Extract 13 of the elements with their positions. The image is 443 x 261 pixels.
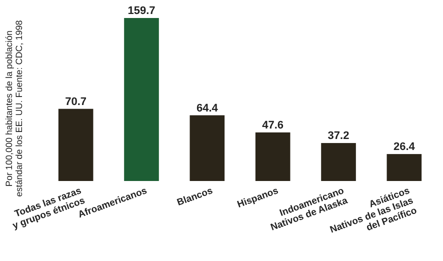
bar: [58, 108, 94, 181]
bar: [321, 143, 356, 181]
bar: [255, 132, 290, 181]
data-label: 37.2: [328, 130, 350, 142]
bar: [190, 115, 225, 181]
bar: [386, 154, 422, 181]
data-label: 26.4: [393, 141, 416, 154]
data-label: 47.6: [262, 119, 284, 132]
y-axis-title: Por 100,000 habitantes de la población estándar de los EE. UU. Fuente: CDC, 1998: [4, 20, 24, 197]
data-label: 70.7: [65, 96, 87, 108]
bar: [124, 18, 159, 181]
data-label: 159.7: [128, 5, 156, 17]
data-label: 64.4: [196, 102, 219, 114]
